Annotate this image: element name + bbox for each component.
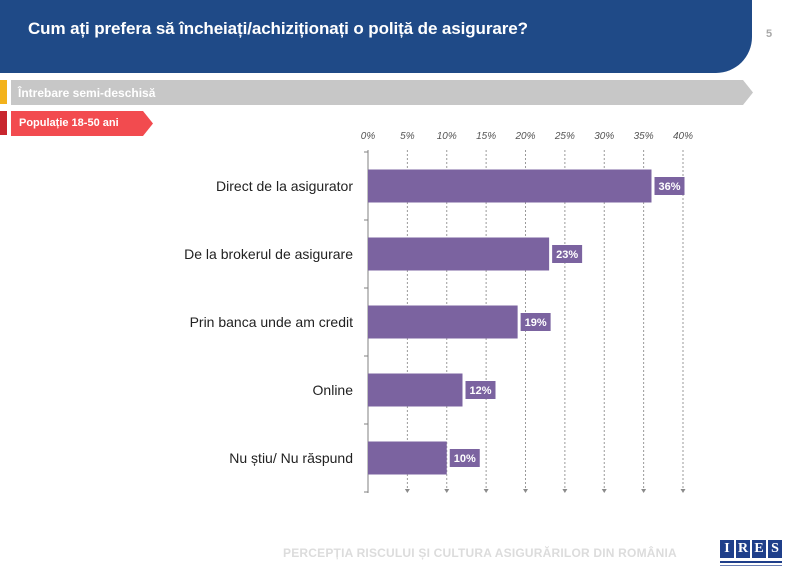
gridline-arrow bbox=[641, 489, 647, 493]
value-label-box bbox=[465, 381, 496, 399]
value-label-box bbox=[520, 313, 551, 331]
x-tick-label: 20% bbox=[514, 131, 535, 142]
value-label: 36% bbox=[658, 181, 680, 193]
gridline-arrow bbox=[444, 489, 450, 493]
gridline-arrow bbox=[601, 489, 607, 493]
ires-logo: I R E S bbox=[718, 540, 784, 570]
x-tick-label: 10% bbox=[437, 131, 457, 142]
bar bbox=[368, 441, 447, 475]
population-label: Populație 18-50 ani bbox=[19, 117, 119, 129]
value-label-box bbox=[552, 245, 583, 263]
value-label: 23% bbox=[556, 249, 578, 261]
population-marker bbox=[0, 111, 7, 135]
gridline-arrow bbox=[562, 489, 568, 493]
gridline-arrow bbox=[680, 489, 686, 493]
footer-title: PERCEPȚIA RISCULUI ȘI CULTURA ASIGURĂRIL… bbox=[283, 546, 677, 560]
category-label: Prin banca unde am credit bbox=[190, 314, 354, 330]
logo-underline bbox=[720, 561, 782, 563]
question-type-banner-shape bbox=[11, 80, 753, 105]
category-label: De la brokerul de asigurare bbox=[184, 246, 353, 262]
gridline-arrow bbox=[404, 489, 410, 493]
x-tick-label: 5% bbox=[400, 131, 415, 142]
logo-letter: E bbox=[752, 540, 766, 558]
value-label: 10% bbox=[454, 453, 476, 465]
gridline-arrow bbox=[523, 489, 528, 493]
bar bbox=[368, 169, 652, 203]
gridline-arrow bbox=[483, 489, 489, 493]
population-banner: Populație 18-50 ani bbox=[11, 111, 153, 136]
logo-letter: S bbox=[768, 540, 782, 558]
value-label-box bbox=[449, 449, 480, 467]
x-tick-label: 0% bbox=[361, 131, 376, 142]
population-banner-shape bbox=[11, 111, 153, 136]
logo-letter: I bbox=[720, 540, 734, 558]
value-label: 12% bbox=[469, 385, 491, 397]
logo-underline-thin bbox=[720, 565, 782, 566]
question-type-marker bbox=[0, 80, 7, 104]
value-label-box bbox=[654, 177, 685, 195]
x-tick-label: 25% bbox=[554, 131, 575, 142]
bar bbox=[368, 237, 550, 271]
logo-letter: R bbox=[736, 540, 750, 558]
question-type-label: Întrebare semi-deschisă bbox=[18, 86, 156, 100]
x-tick-label: 35% bbox=[634, 131, 654, 142]
header-bar: Cum ați prefera să încheiați/achiziționa… bbox=[0, 0, 752, 73]
category-label: Nu știu/ Nu răspund bbox=[229, 450, 353, 466]
bar bbox=[368, 373, 463, 407]
x-tick-label: 40% bbox=[673, 131, 693, 142]
category-label: Direct de la asigurator bbox=[216, 178, 353, 194]
value-label: 19% bbox=[525, 317, 547, 329]
x-tick-label: 15% bbox=[476, 131, 496, 142]
category-label: Online bbox=[313, 382, 354, 398]
x-tick-label: 30% bbox=[594, 131, 614, 142]
bar bbox=[368, 305, 518, 339]
page-title: Cum ați prefera să încheiați/achiziționa… bbox=[28, 19, 528, 38]
page-number: 5 bbox=[766, 28, 773, 40]
question-type-banner: Întrebare semi-deschisă bbox=[11, 80, 753, 105]
